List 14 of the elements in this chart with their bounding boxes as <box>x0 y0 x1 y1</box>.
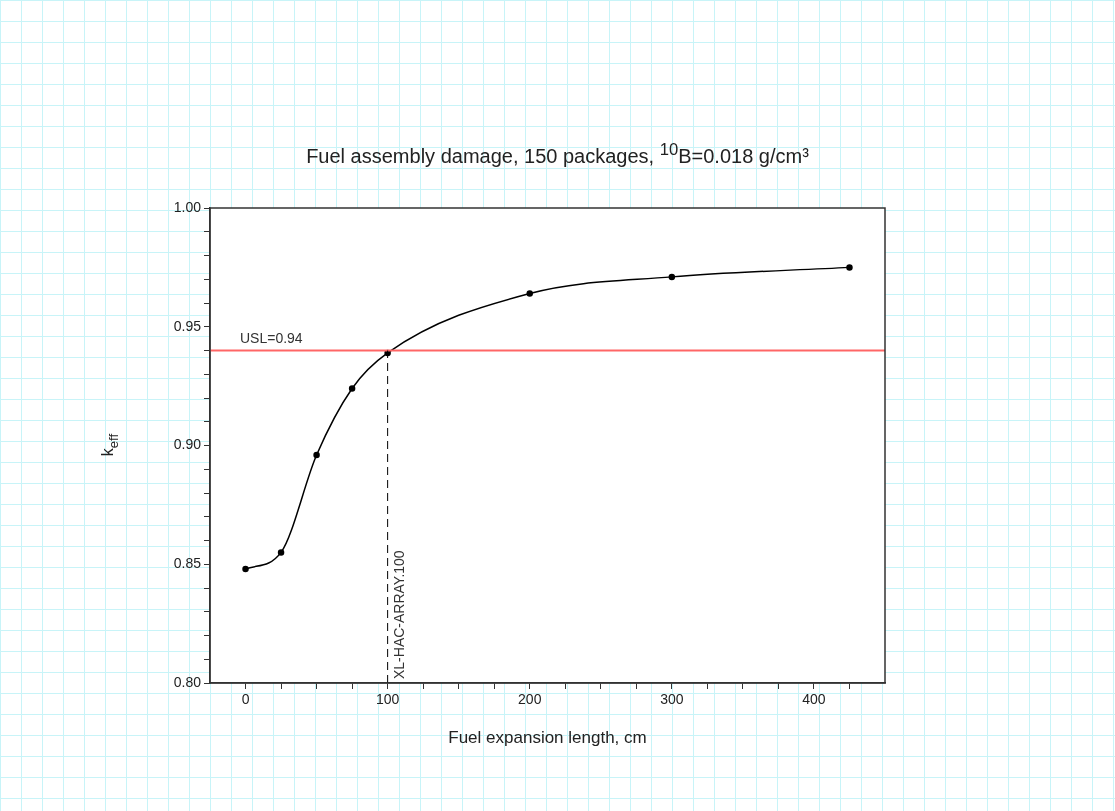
x-tick-label: 300 <box>660 691 684 708</box>
chart-title: Fuel assembly damage, 150 packages, $^{10}$B=0.018 g/cm³ <box>305 140 810 168</box>
y-tick-label: 1.00 <box>173 198 202 215</box>
x-tick-label: 400 <box>802 691 826 708</box>
ref-line-label: XL-HAC-ARRAY.100 <box>391 550 408 679</box>
y-tick-label: 0.80 <box>173 673 202 690</box>
y-tick-label: 0.95 <box>173 317 202 334</box>
x-tick-label: 200 <box>518 691 542 708</box>
x-tick-label: 100 <box>375 691 400 708</box>
y-tick-label: 0.90 <box>173 436 202 453</box>
ref-line-label: USL=0.94 <box>240 330 303 347</box>
x-axis-title: Fuel expansion length, cm <box>448 728 647 748</box>
x-tick-label: 0 <box>241 691 250 708</box>
y-tick-label: 0.85 <box>173 555 202 572</box>
